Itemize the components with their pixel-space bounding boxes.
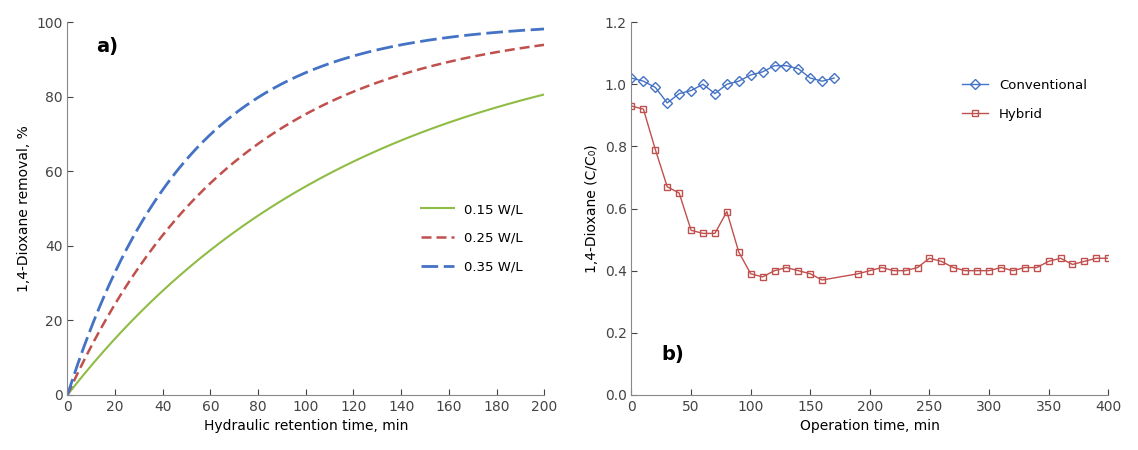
Hybrid bbox=[792, 268, 806, 273]
Hybrid bbox=[910, 265, 924, 270]
Legend: 0.15 W/L, 0.25 W/L, 0.35 W/L: 0.15 W/L, 0.25 W/L, 0.35 W/L bbox=[415, 198, 528, 279]
Line: 0.25 W/L: 0.25 W/L bbox=[67, 45, 544, 395]
Hybrid bbox=[1102, 256, 1115, 261]
Hybrid bbox=[720, 209, 734, 214]
Conventional bbox=[660, 100, 674, 106]
0.25 W/L bbox=[292, 115, 306, 121]
Hybrid bbox=[815, 277, 828, 283]
0.25 W/L bbox=[85, 342, 99, 348]
0.25 W/L bbox=[436, 61, 450, 66]
Hybrid bbox=[1019, 265, 1032, 270]
Conventional bbox=[684, 88, 698, 93]
Legend: Conventional, Hybrid: Conventional, Hybrid bbox=[957, 73, 1092, 126]
Conventional bbox=[815, 78, 828, 84]
Line: Conventional: Conventional bbox=[628, 62, 838, 106]
Hybrid bbox=[756, 274, 769, 279]
Hybrid bbox=[768, 268, 782, 273]
Hybrid bbox=[923, 256, 937, 261]
Hybrid bbox=[684, 228, 698, 233]
Line: Hybrid: Hybrid bbox=[628, 103, 1112, 284]
Hybrid bbox=[947, 265, 960, 270]
0.35 W/L bbox=[537, 26, 551, 32]
Conventional bbox=[803, 76, 817, 81]
Line: 0.15 W/L: 0.15 W/L bbox=[67, 94, 544, 395]
Y-axis label: 1,4-Dioxane (C/C₀): 1,4-Dioxane (C/C₀) bbox=[585, 144, 599, 273]
Conventional bbox=[696, 81, 710, 87]
Hybrid bbox=[673, 190, 686, 196]
0.35 W/L bbox=[280, 79, 294, 84]
Hybrid bbox=[696, 231, 710, 236]
Hybrid bbox=[660, 184, 674, 189]
Hybrid bbox=[1078, 259, 1091, 264]
Hybrid bbox=[899, 268, 913, 273]
Hybrid bbox=[958, 268, 972, 273]
Hybrid bbox=[875, 265, 889, 270]
Hybrid bbox=[780, 265, 793, 270]
Hybrid bbox=[708, 231, 721, 236]
Conventional bbox=[744, 72, 758, 78]
Hybrid bbox=[649, 147, 662, 152]
Conventional bbox=[625, 76, 638, 81]
Conventional bbox=[649, 85, 662, 90]
Conventional bbox=[720, 81, 734, 87]
0.15 W/L bbox=[85, 362, 99, 368]
0.35 W/L bbox=[60, 392, 74, 398]
Hybrid bbox=[995, 265, 1008, 270]
Hybrid bbox=[1006, 268, 1020, 273]
0.15 W/L bbox=[523, 95, 537, 101]
Hybrid bbox=[863, 268, 876, 273]
0.35 W/L bbox=[523, 27, 537, 32]
0.15 W/L bbox=[523, 95, 537, 101]
0.15 W/L bbox=[537, 92, 551, 97]
0.25 W/L bbox=[280, 122, 294, 128]
X-axis label: Operation time, min: Operation time, min bbox=[800, 419, 940, 433]
Hybrid bbox=[887, 268, 900, 273]
0.25 W/L bbox=[60, 392, 74, 398]
0.35 W/L bbox=[292, 73, 306, 78]
Hybrid bbox=[1041, 259, 1055, 264]
Hybrid bbox=[625, 104, 638, 109]
Conventional bbox=[827, 76, 841, 81]
Hybrid bbox=[744, 271, 758, 276]
Conventional bbox=[768, 63, 782, 68]
0.15 W/L bbox=[292, 187, 306, 193]
Conventional bbox=[732, 78, 745, 84]
Y-axis label: 1,4-Dioxane removal, %: 1,4-Dioxane removal, % bbox=[17, 125, 31, 292]
Hybrid bbox=[636, 107, 650, 112]
0.35 W/L bbox=[85, 324, 99, 329]
Text: a): a) bbox=[96, 37, 118, 56]
0.35 W/L bbox=[436, 36, 450, 41]
Hybrid bbox=[971, 268, 984, 273]
Hybrid bbox=[732, 249, 745, 255]
Conventional bbox=[673, 91, 686, 96]
0.15 W/L bbox=[436, 122, 450, 127]
Hybrid bbox=[1030, 265, 1044, 270]
Hybrid bbox=[1065, 262, 1079, 267]
Conventional bbox=[792, 66, 806, 72]
Conventional bbox=[780, 63, 793, 68]
Hybrid bbox=[803, 271, 817, 276]
Hybrid bbox=[1089, 256, 1103, 261]
Hybrid bbox=[934, 259, 948, 264]
Conventional bbox=[636, 78, 650, 84]
Hybrid bbox=[1054, 256, 1067, 261]
0.25 W/L bbox=[523, 44, 537, 50]
Conventional bbox=[756, 69, 769, 75]
0.25 W/L bbox=[537, 42, 551, 48]
0.25 W/L bbox=[523, 44, 537, 50]
Conventional bbox=[708, 91, 721, 96]
0.15 W/L bbox=[60, 392, 74, 398]
0.15 W/L bbox=[280, 195, 294, 200]
0.35 W/L bbox=[523, 27, 537, 32]
Hybrid bbox=[982, 268, 996, 273]
Line: 0.35 W/L: 0.35 W/L bbox=[67, 29, 544, 395]
Text: b): b) bbox=[661, 345, 684, 364]
Hybrid bbox=[851, 271, 865, 276]
X-axis label: Hydraulic retention time, min: Hydraulic retention time, min bbox=[204, 419, 409, 433]
